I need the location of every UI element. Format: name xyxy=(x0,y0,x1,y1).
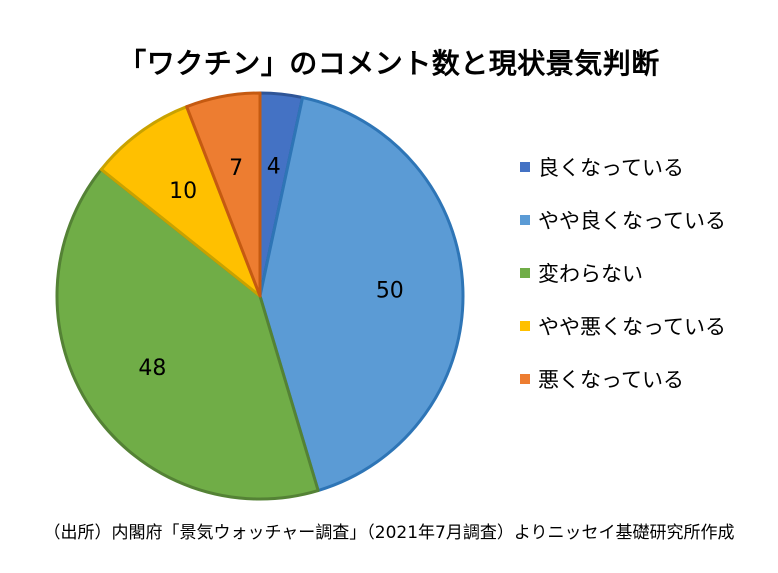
source-note: （出所）内閣府「景気ウォッチャー調査」（2021年7月調査）よりニッセイ基礎研究… xyxy=(43,523,735,543)
pie-slices xyxy=(55,91,465,501)
legend-label: 悪くなっている xyxy=(538,367,684,392)
legend-item: 良くなっている xyxy=(520,140,726,193)
legend-swatch xyxy=(520,267,530,278)
legend-swatch xyxy=(520,320,530,331)
legend-swatch xyxy=(520,161,530,172)
pie-slice xyxy=(185,91,262,298)
legend-swatch xyxy=(520,214,530,225)
chart-title: 「ワクチン」のコメント数と現状景気判断 xyxy=(118,47,660,80)
legend-label: 変わらない xyxy=(538,261,643,286)
data-label: 7 xyxy=(229,156,243,181)
data-label: 48 xyxy=(138,356,166,381)
legend-label: 良くなっている xyxy=(538,155,684,180)
legend-item: やや良くなっている xyxy=(520,193,726,246)
legend-swatch xyxy=(520,373,530,384)
pie-slice xyxy=(258,96,465,492)
pie-slice xyxy=(55,167,320,501)
data-label: 10 xyxy=(169,179,197,204)
pie-data-labels: 4 50 48 10 7 xyxy=(138,154,403,381)
legend-item: 変わらない xyxy=(520,246,726,299)
legend-item: 悪くなっている xyxy=(520,352,726,405)
legend-label: やや良くなっている xyxy=(538,208,726,233)
legend: 良くなっている やや良くなっている 変わらない やや悪くなっている 悪くなってい… xyxy=(520,140,726,405)
pie-slice xyxy=(99,105,262,298)
data-label: 4 xyxy=(267,154,281,179)
legend-item: やや悪くなっている xyxy=(520,299,726,352)
legend-label: やや悪くなっている xyxy=(538,314,726,339)
data-label: 50 xyxy=(376,278,404,303)
